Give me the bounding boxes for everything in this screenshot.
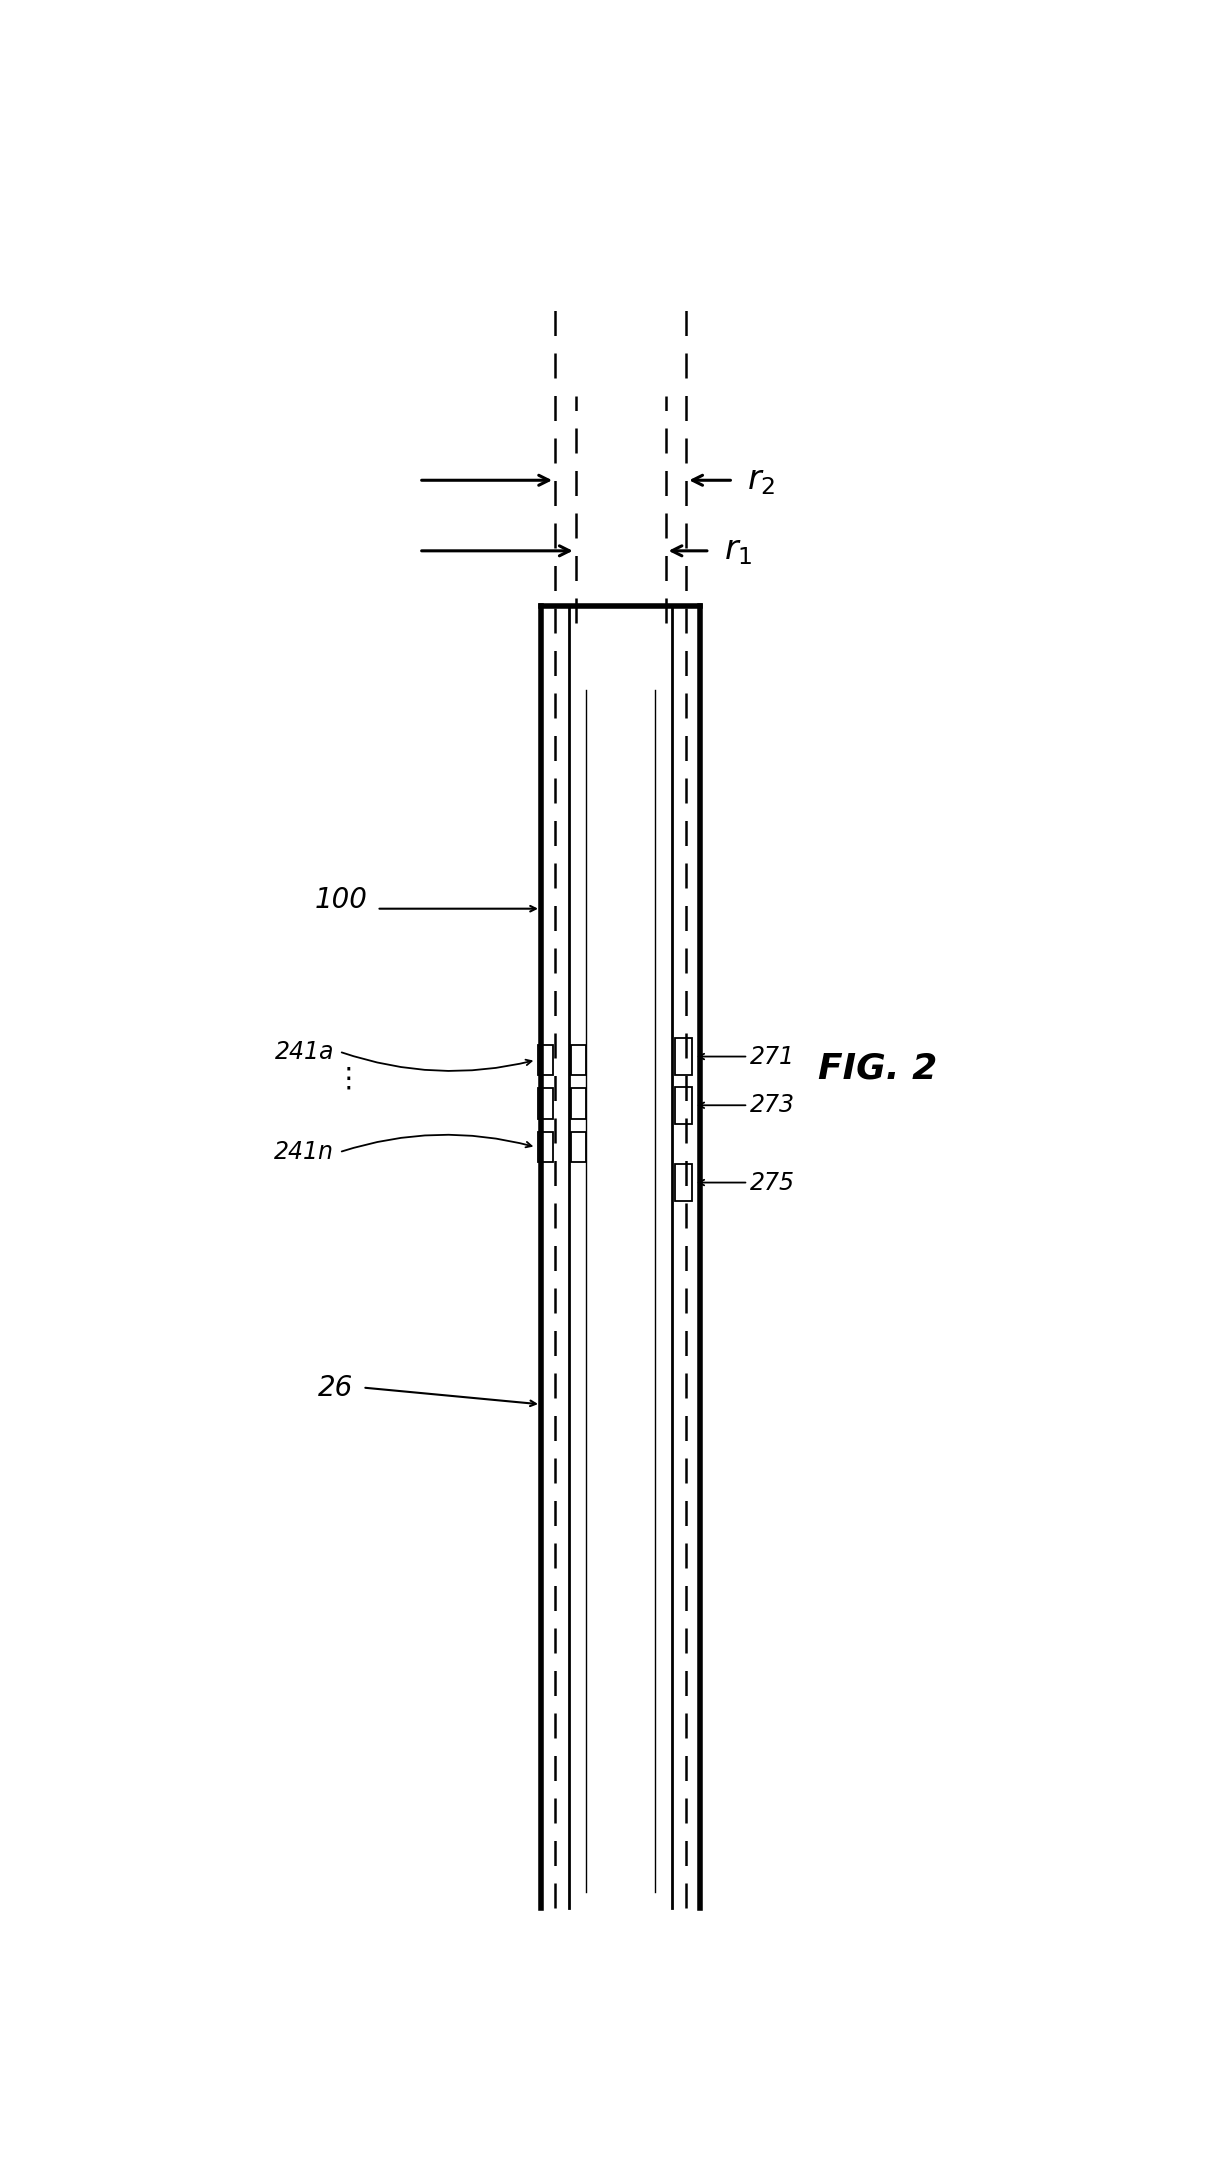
Bar [538, 1132, 553, 1163]
Bar [675, 1087, 691, 1124]
Bar [570, 1089, 586, 1119]
Text: 241a: 241a [275, 1039, 334, 1063]
Bar [570, 1132, 586, 1163]
Text: 273: 273 [750, 1093, 796, 1117]
Text: 26: 26 [318, 1372, 354, 1401]
Text: 100: 100 [315, 886, 367, 914]
Text: 271: 271 [750, 1045, 796, 1069]
Text: FIG. 2: FIG. 2 [817, 1052, 937, 1084]
Bar [538, 1089, 553, 1119]
Text: ⋮: ⋮ [334, 1065, 362, 1093]
Text: $r_1$: $r_1$ [724, 535, 752, 567]
Bar [538, 1045, 553, 1076]
Bar [675, 1163, 691, 1200]
Text: $r_2$: $r_2$ [747, 465, 776, 497]
Text: 275: 275 [750, 1170, 796, 1194]
Text: 241n: 241n [275, 1141, 334, 1165]
Bar [675, 1039, 691, 1076]
Bar [570, 1045, 586, 1076]
